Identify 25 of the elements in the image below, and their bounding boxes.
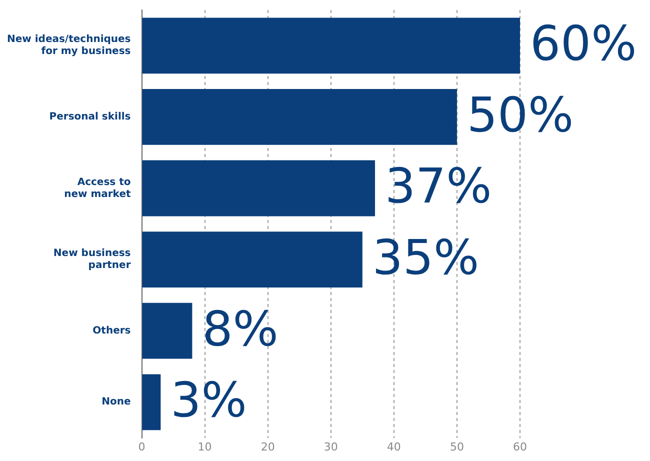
x-tick-label: 50 bbox=[450, 440, 464, 454]
data-label: 50% bbox=[466, 87, 574, 144]
y-tick-label: Others bbox=[92, 325, 131, 336]
y-tick-label: New business partner bbox=[53, 248, 131, 272]
bar bbox=[142, 160, 376, 216]
data-label: 37% bbox=[385, 158, 492, 215]
data-label: 60% bbox=[530, 16, 637, 72]
bar bbox=[142, 302, 192, 359]
data-label: 35% bbox=[372, 230, 480, 286]
bar bbox=[142, 374, 161, 430]
bar bbox=[142, 18, 520, 74]
x-tick-label: 60 bbox=[513, 440, 527, 454]
x-tick-label: 20 bbox=[260, 440, 275, 454]
y-tick-label: Access to new market bbox=[64, 176, 131, 200]
y-tick-label: Personal skills bbox=[49, 112, 131, 123]
bar bbox=[142, 89, 457, 145]
y-tick-label: None bbox=[102, 396, 131, 408]
data-label: 3% bbox=[170, 372, 247, 429]
x-tick-label: 10 bbox=[198, 440, 212, 454]
y-tick-label: New ideas/techniques for my business bbox=[6, 34, 131, 58]
x-tick-label: 40 bbox=[386, 440, 401, 454]
data-label: 8% bbox=[202, 301, 278, 358]
x-tick-label: 30 bbox=[324, 440, 338, 454]
x-tick-label: 0 bbox=[138, 440, 146, 454]
bar bbox=[142, 232, 362, 288]
